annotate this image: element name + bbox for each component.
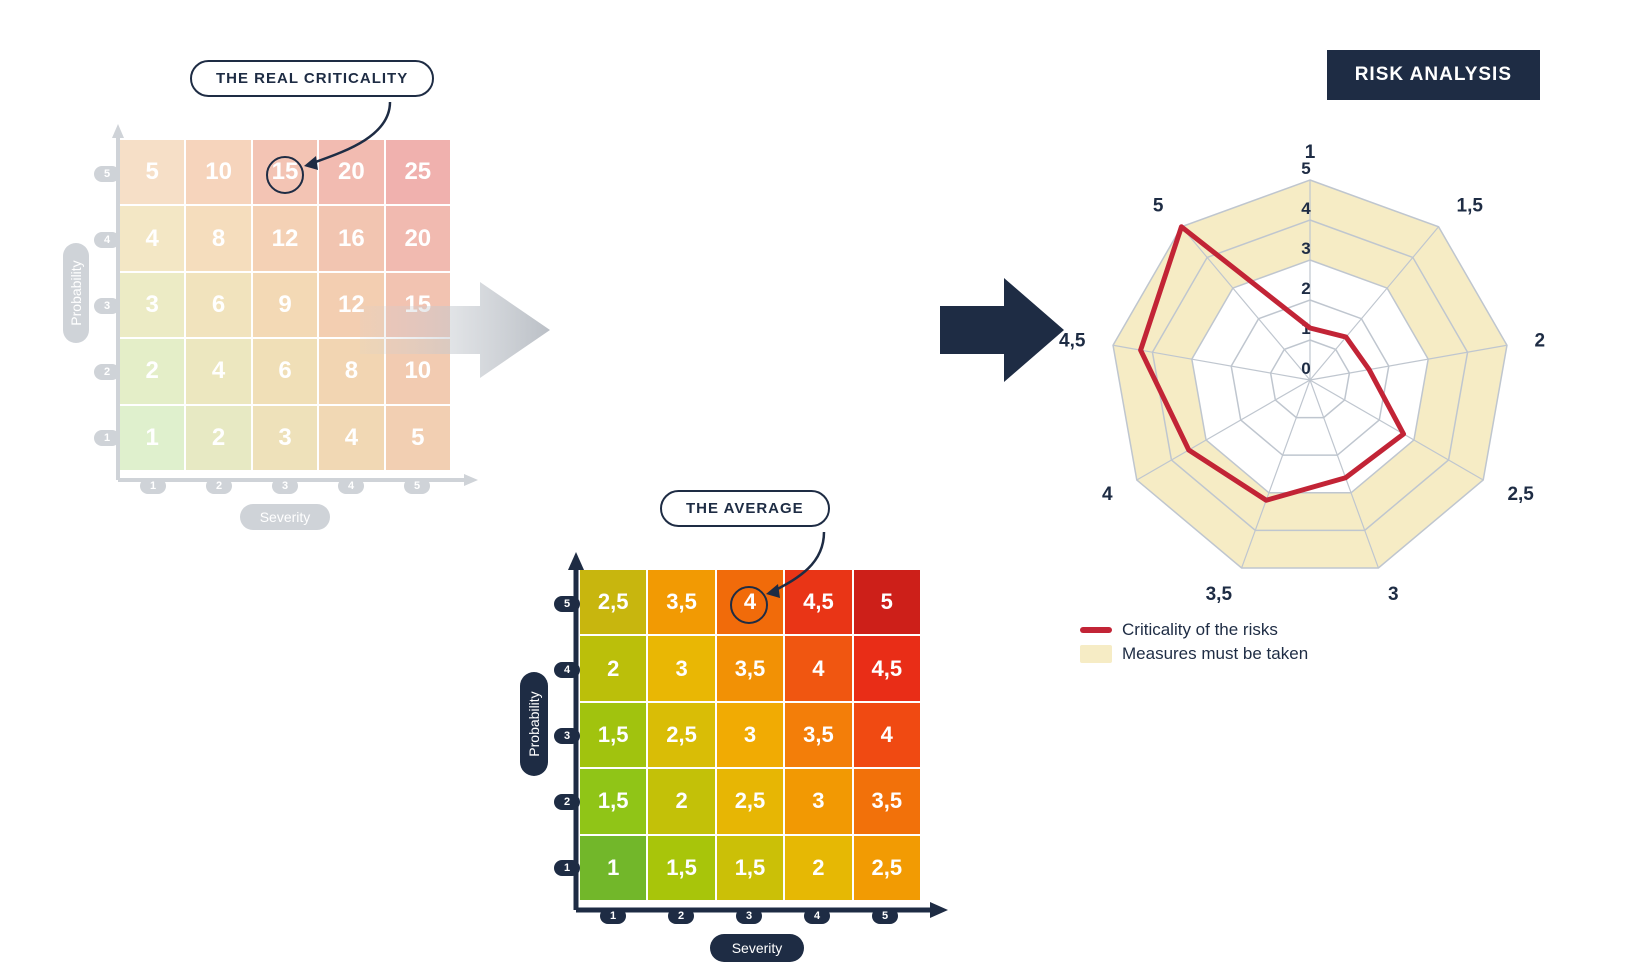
matrix-cell: 3,5 bbox=[717, 636, 783, 700]
svg-text:4,5: 4,5 bbox=[1059, 330, 1086, 351]
xtick-1: 1 bbox=[600, 908, 626, 924]
matrix-cell: 12 bbox=[253, 206, 317, 270]
ytick-1: 1 bbox=[554, 860, 580, 876]
callout-real-criticality: THE REAL CRITICALITY bbox=[190, 60, 434, 97]
matrix-cell: 1 bbox=[120, 406, 184, 470]
xtick-3-faded: 3 bbox=[272, 478, 298, 494]
xtick-2: 2 bbox=[668, 908, 694, 924]
matrix-cell: 3 bbox=[120, 273, 184, 337]
xtick-5: 5 bbox=[872, 908, 898, 924]
matrix-cell: 3 bbox=[648, 636, 714, 700]
callout-arrow-left bbox=[300, 98, 420, 176]
callout-arrow-right bbox=[764, 528, 864, 606]
matrix-cell: 2 bbox=[580, 636, 646, 700]
radar-chart: 01234511,522,533,544,55 bbox=[1040, 110, 1580, 630]
matrix-cell: 2,5 bbox=[854, 836, 920, 900]
matrix-cell: 3 bbox=[717, 703, 783, 767]
matrix-cell: 3,5 bbox=[648, 570, 714, 634]
matrix-cell: 1,5 bbox=[717, 836, 783, 900]
matrix-cell: 1,5 bbox=[580, 769, 646, 833]
matrix-cell: 3,5 bbox=[854, 769, 920, 833]
matrix-cell: 8 bbox=[186, 206, 250, 270]
ytick-5: 5 bbox=[554, 596, 580, 612]
legend-label-measures: Measures must be taken bbox=[1122, 644, 1308, 664]
ytick-2-faded: 2 bbox=[94, 364, 120, 380]
callout-average: THE AVERAGE bbox=[660, 490, 830, 527]
radar-legend: Criticality of the risks Measures must b… bbox=[1080, 620, 1308, 668]
matrix-cell: 2 bbox=[648, 769, 714, 833]
matrix-cell: 2 bbox=[120, 339, 184, 403]
matrix-cell: 10 bbox=[186, 140, 250, 204]
svg-text:3: 3 bbox=[1388, 584, 1399, 605]
xtick-4: 4 bbox=[804, 908, 830, 924]
matrix-cell: 6 bbox=[186, 273, 250, 337]
matrix-cell: 4,5 bbox=[854, 636, 920, 700]
y-axis-label-faded: Probability bbox=[63, 243, 89, 343]
svg-text:3,5: 3,5 bbox=[1206, 584, 1233, 605]
matrix-cell: 4 bbox=[319, 406, 383, 470]
matrix-cell: 1,5 bbox=[580, 703, 646, 767]
matrix-cell: 4 bbox=[120, 206, 184, 270]
matrix-cell: 2,5 bbox=[580, 570, 646, 634]
xtick-5-faded: 5 bbox=[404, 478, 430, 494]
matrix-cell: 9 bbox=[253, 273, 317, 337]
svg-text:3: 3 bbox=[1301, 239, 1310, 258]
svg-text:4: 4 bbox=[1301, 199, 1311, 218]
legend-row-criticality: Criticality of the risks bbox=[1080, 620, 1308, 640]
ytick-1-faded: 1 bbox=[94, 430, 120, 446]
x-axis-label-faded: Severity bbox=[240, 504, 330, 530]
ytick-2: 2 bbox=[554, 794, 580, 810]
legend-swatch-box bbox=[1080, 645, 1112, 663]
svg-text:5: 5 bbox=[1153, 195, 1164, 216]
matrix-cell: 2,5 bbox=[717, 769, 783, 833]
radar-title: RISK ANALYSIS bbox=[1327, 50, 1540, 100]
legend-label-criticality: Criticality of the risks bbox=[1122, 620, 1278, 640]
matrix-cell: 5 bbox=[386, 406, 450, 470]
matrix-cell: 4 bbox=[854, 703, 920, 767]
matrix-cell: 3 bbox=[253, 406, 317, 470]
matrix-cell: 2 bbox=[186, 406, 250, 470]
matrix-cell: 1 bbox=[580, 836, 646, 900]
ytick-3-faded: 3 bbox=[94, 298, 120, 314]
svg-text:2: 2 bbox=[1301, 279, 1310, 298]
matrix-cell: 3,5 bbox=[785, 703, 851, 767]
y-axis-label-vivid: Probability bbox=[520, 672, 548, 776]
svg-text:1: 1 bbox=[1305, 142, 1316, 163]
transition-arrow-gray bbox=[360, 270, 560, 390]
matrix-cell: 2 bbox=[785, 836, 851, 900]
xtick-1-faded: 1 bbox=[140, 478, 166, 494]
legend-swatch-line bbox=[1080, 627, 1112, 633]
matrix-cell: 20 bbox=[386, 206, 450, 270]
matrix-cell: 4 bbox=[785, 636, 851, 700]
radar-panel: RISK ANALYSIS 01234511,522,533,544,55 Cr… bbox=[1050, 50, 1590, 690]
xtick-4-faded: 4 bbox=[338, 478, 364, 494]
matrix-cell: 1,5 bbox=[648, 836, 714, 900]
svg-text:0: 0 bbox=[1301, 359, 1310, 378]
matrix-cell: 4 bbox=[186, 339, 250, 403]
highlight-circle-15 bbox=[266, 156, 304, 194]
matrix-cell: 5 bbox=[120, 140, 184, 204]
ytick-5-faded: 5 bbox=[94, 166, 120, 182]
svg-text:4: 4 bbox=[1102, 484, 1113, 505]
legend-row-measures: Measures must be taken bbox=[1080, 644, 1308, 664]
svg-text:1,5: 1,5 bbox=[1457, 195, 1484, 216]
ytick-4-faded: 4 bbox=[94, 232, 120, 248]
matrix-cell: 16 bbox=[319, 206, 383, 270]
matrix-cell: 6 bbox=[253, 339, 317, 403]
highlight-circle-4 bbox=[730, 586, 768, 624]
matrix-cell: 3 bbox=[785, 769, 851, 833]
ytick-4: 4 bbox=[554, 662, 580, 678]
svg-text:2,5: 2,5 bbox=[1507, 484, 1534, 505]
xtick-2-faded: 2 bbox=[206, 478, 232, 494]
x-axis-label-vivid: Severity bbox=[710, 934, 804, 962]
average-matrix: 2,53,544,55233,544,51,52,533,541,522,533… bbox=[530, 530, 940, 960]
matrix-cell: 2,5 bbox=[648, 703, 714, 767]
xtick-3: 3 bbox=[736, 908, 762, 924]
ytick-3: 3 bbox=[554, 728, 580, 744]
svg-text:2: 2 bbox=[1535, 330, 1546, 351]
